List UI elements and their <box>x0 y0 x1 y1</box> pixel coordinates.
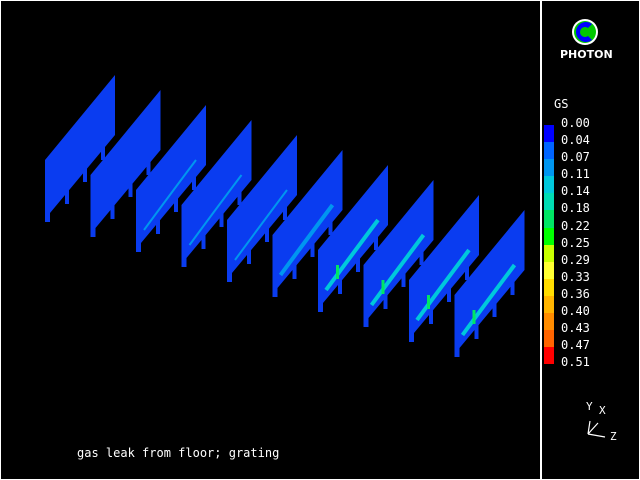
legend-label: 0.43 <box>561 321 590 336</box>
legend-swatch <box>544 125 554 143</box>
legend-swatch <box>544 142 554 160</box>
legend-label: 0.47 <box>561 338 590 353</box>
grating-panel <box>45 75 115 222</box>
axis-y-label: Y <box>586 400 593 413</box>
legend-swatch <box>544 227 554 245</box>
legend-swatch <box>544 313 554 331</box>
axis-x-label: X <box>599 404 606 417</box>
grating-panel <box>318 165 388 312</box>
grating-panel <box>90 90 161 237</box>
legend-swatch <box>544 176 554 194</box>
grating-panel <box>136 105 206 252</box>
legend-label: 0.00 <box>561 116 590 130</box>
legend-label: 0.18 <box>561 201 590 216</box>
legend-swatch <box>544 244 554 262</box>
grating-panel <box>409 195 479 342</box>
legend-label: 0.29 <box>561 252 590 267</box>
color-legend <box>544 125 554 365</box>
legend-label: 0.40 <box>561 304 590 319</box>
legend-labels: 0.00 0.04 0.07 0.11 0.14 0.18 0.22 0.25 0.29 0.33… <box>561 115 590 371</box>
grating-panel <box>363 180 434 327</box>
photon-logo-icon <box>572 19 598 45</box>
grating-panel <box>181 120 252 267</box>
logo-text: PHOTON <box>560 48 613 61</box>
axis-triad-icon <box>587 420 606 438</box>
caption: gas leak from floor; grating <box>77 446 280 460</box>
legend-swatch <box>544 330 554 348</box>
legend-swatch <box>544 295 554 314</box>
legend-label: 0.36 <box>561 286 590 301</box>
3d-viewport[interactable] <box>0 0 540 480</box>
legend-label: 0.33 <box>561 269 590 284</box>
legend-variable: GS <box>554 97 569 111</box>
legend-label: 0.14 <box>561 184 590 199</box>
grating-panel <box>454 210 525 357</box>
legend-label: 0.22 <box>561 218 590 233</box>
grating-panel <box>272 150 343 297</box>
legend-label: 0.25 <box>561 235 590 250</box>
legend-label: 0.11 <box>561 167 590 182</box>
grating-panel <box>227 135 297 282</box>
axis-z-label: Z <box>610 430 617 443</box>
legend-label: 0.04 <box>561 133 590 148</box>
legend-swatch <box>544 261 554 279</box>
legend-label: 0.51 <box>561 355 590 370</box>
legend-swatch <box>544 193 554 211</box>
panel-divider <box>540 0 542 480</box>
legend-swatch <box>544 159 554 177</box>
legend-swatch <box>544 278 554 296</box>
legend-label: 0.07 <box>561 150 590 165</box>
legend-swatch <box>544 210 554 228</box>
legend-swatch <box>544 347 554 365</box>
